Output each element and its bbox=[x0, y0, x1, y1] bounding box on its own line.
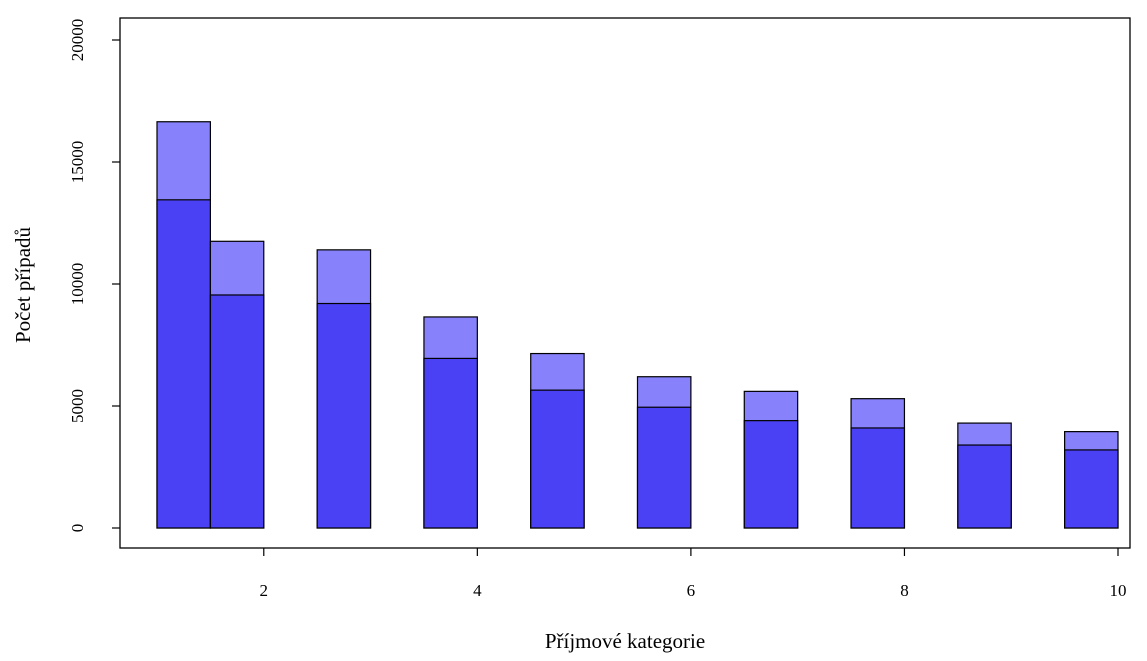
bar-lower-7 bbox=[743, 420, 799, 529]
x-tick-label: 4 bbox=[473, 581, 482, 600]
x-axis-title: Příjmové kategorie bbox=[545, 629, 705, 653]
y-tick-label: 0 bbox=[68, 524, 87, 533]
y-tick-label: 15000 bbox=[68, 141, 87, 184]
bar-lower-4 bbox=[423, 357, 478, 529]
x-tick-label: 2 bbox=[260, 581, 269, 600]
bar-lower-9 bbox=[957, 444, 1012, 529]
plot-border bbox=[119, 17, 1131, 549]
x-tick-label: 6 bbox=[687, 581, 696, 600]
bar-lower-1 bbox=[156, 199, 211, 529]
y-tick-label: 5000 bbox=[68, 389, 87, 423]
y-tick-label: 20000 bbox=[68, 19, 87, 62]
bar-lower-5 bbox=[530, 389, 585, 529]
bar-lower-6 bbox=[636, 406, 692, 529]
bar-lower-8 bbox=[850, 427, 906, 529]
x-tick-label: 10 bbox=[1110, 581, 1127, 600]
bar-lower-10 bbox=[1064, 449, 1119, 529]
bars bbox=[156, 121, 1119, 529]
bar-lower-3 bbox=[316, 302, 372, 529]
y-tick-label: 10000 bbox=[68, 263, 87, 306]
y-axis: 0 5000 10000 15000 20000 bbox=[68, 19, 120, 533]
y-axis-title: Počet případů bbox=[11, 226, 35, 343]
x-tick-label: 8 bbox=[900, 581, 909, 600]
bar-lower-2 bbox=[209, 294, 265, 529]
x-axis: 2 4 6 8 10 bbox=[260, 548, 1127, 600]
plot-frame bbox=[119, 17, 1131, 549]
